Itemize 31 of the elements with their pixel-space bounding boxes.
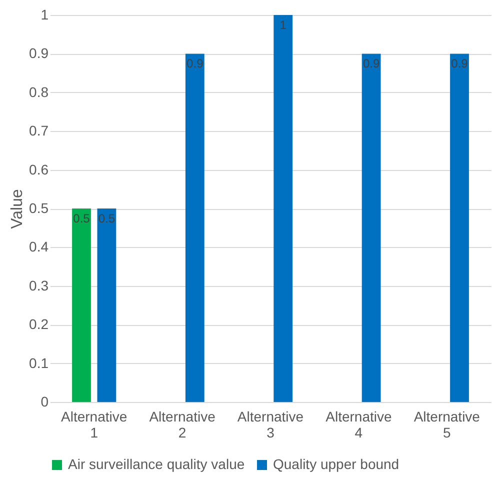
legend-label: Air surveillance quality value <box>68 456 245 472</box>
bar <box>450 54 469 402</box>
data-label: 0.9 <box>186 56 204 71</box>
bar <box>72 208 91 402</box>
bar <box>185 54 204 402</box>
x-tick-label: Alternative 2 <box>149 408 216 440</box>
y-axis-title: Value <box>9 189 26 229</box>
legend-label: Quality upper bound <box>273 456 400 472</box>
data-label: 0.9 <box>451 56 468 71</box>
y-tick-label: 0.3 <box>29 277 49 294</box>
x-tick-label: Alternative 1 <box>61 408 128 440</box>
y-tick-label: 0.6 <box>29 161 49 178</box>
y-tick-label: 0.5 <box>29 200 49 216</box>
data-label: 1 <box>280 18 287 32</box>
x-tick-label: Alternative 5 <box>414 408 480 440</box>
y-tick-label: 0.2 <box>29 316 49 332</box>
y-tick-label: 1 <box>40 6 49 22</box>
y-tick-label: 0.4 <box>29 238 49 255</box>
x-tick-label: Alternative 4 <box>326 408 392 440</box>
y-tick-label: 0.1 <box>29 354 49 371</box>
y-tick-label: 0.9 <box>29 45 49 62</box>
y-tick-label: 0 <box>40 394 49 410</box>
y-tick-label: 0.7 <box>29 122 49 139</box>
data-label: 0.5 <box>98 212 116 226</box>
x-tick-label: Alternative 3 <box>237 408 304 440</box>
bar <box>97 208 116 402</box>
data-label: 0.9 <box>362 56 380 71</box>
bar <box>362 54 381 402</box>
data-label: 0.5 <box>73 212 90 226</box>
bar <box>274 15 293 402</box>
y-tick-label: 0.8 <box>29 84 49 100</box>
